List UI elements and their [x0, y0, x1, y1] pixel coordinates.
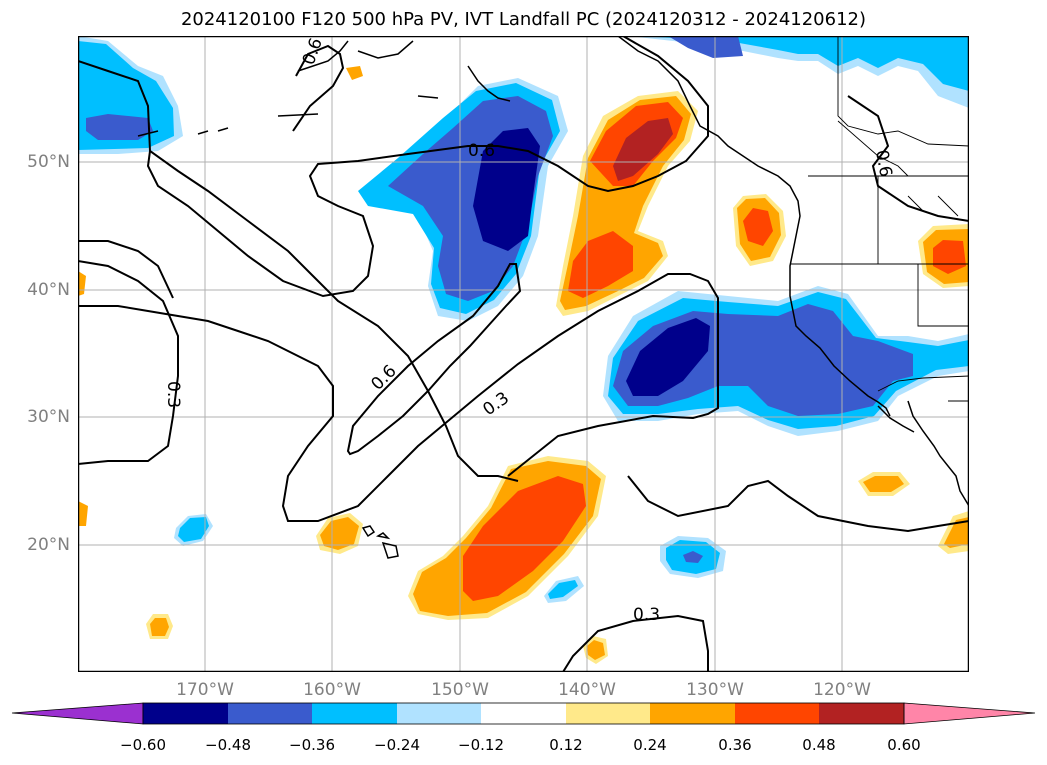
- colorbar-tick: −0.36: [289, 736, 335, 754]
- contour-south: [562, 614, 709, 673]
- pv-contours: [77, 35, 970, 673]
- contour-06-loop: [346, 263, 522, 456]
- lat-label-40n: 40°N: [27, 280, 70, 300]
- lon-label-160w: 160°W: [303, 680, 361, 700]
- colorbar-tick: 0.24: [633, 736, 667, 754]
- lat-label-50n: 50°N: [27, 152, 70, 172]
- colorbar-tick: −0.24: [374, 736, 420, 754]
- contour-label: 0.6: [871, 148, 895, 178]
- colorbar-high-extend: [903, 702, 1036, 725]
- contour-label: 0.3: [163, 381, 183, 408]
- lon-label-170w: 170°W: [176, 680, 234, 700]
- graticule: [78, 36, 969, 672]
- map-svg: 0.6 0.6 0.6 0.3 0.3 0.3 0.6: [77, 35, 970, 673]
- alaska-coast: [137, 40, 511, 137]
- lon-label-120w: 120°W: [813, 680, 871, 700]
- colorbar-segment: [143, 703, 228, 724]
- lat-label-30n: 30°N: [27, 407, 70, 427]
- colorbar-tick: −0.48: [205, 736, 251, 754]
- map-frame: [77, 35, 970, 673]
- hawaii-islands: [361, 525, 399, 559]
- colorbar-segment: [650, 703, 735, 724]
- contour-west-arc: [78, 240, 174, 299]
- lon-label-130w: 130°W: [686, 680, 744, 700]
- baja-coast: [877, 400, 970, 507]
- positive-anomaly-regions: [78, 66, 969, 664]
- map-title: 2024120100 F120 500 hPa PV, IVT Landfall…: [180, 9, 867, 30]
- lon-label-150w: 150°W: [431, 680, 489, 700]
- colorbar-segment: [481, 703, 566, 724]
- colorbar-tick: 0.12: [549, 736, 583, 754]
- contour-label: 0.3: [633, 605, 660, 625]
- colorbar-segment: [819, 703, 904, 724]
- state-borders: [790, 36, 970, 402]
- colorbar-tick: −0.12: [458, 736, 504, 754]
- anomaly-pos-w-edge-2: [78, 501, 88, 526]
- colorbar-tick: −0.60: [120, 736, 166, 754]
- map-panel: 0.6 0.6 0.6 0.3 0.3 0.3 0.6: [77, 35, 970, 673]
- contour-03-sw: [77, 260, 179, 465]
- contour-upper: [77, 60, 719, 522]
- colorbar-segment: [566, 703, 650, 724]
- bc-coast: [617, 35, 891, 417]
- contour-e-lower: [627, 475, 970, 533]
- contour-06-nw: [292, 44, 345, 132]
- colorbar: −0.60 −0.48 −0.36 −0.24 −0.12 0.12 0.24 …: [0, 700, 1047, 760]
- colorbar-frame: [142, 702, 905, 725]
- colorbar-segment: [312, 703, 397, 724]
- colorbar-tick: 0.48: [802, 736, 836, 754]
- colorbar-segment: [228, 703, 312, 724]
- colorbar-tick: 0.60: [887, 736, 921, 754]
- colorbar-svg: [11, 702, 1036, 725]
- colorbar-low-extend: [11, 702, 144, 725]
- contour-ne: [847, 95, 970, 222]
- lon-label-140w: 140°W: [558, 680, 616, 700]
- colorbar-segment: [735, 703, 819, 724]
- anomaly-pos-small-n: [346, 66, 363, 80]
- negative-anomaly-regions: [78, 36, 969, 603]
- colorbar-segment: [397, 703, 481, 724]
- contour-label: 0.6: [468, 141, 495, 161]
- colorbar-tick: 0.36: [718, 736, 752, 754]
- coastlines: [137, 35, 970, 559]
- contour-06-main: [146, 35, 709, 298]
- lat-label-20n: 20°N: [27, 535, 70, 555]
